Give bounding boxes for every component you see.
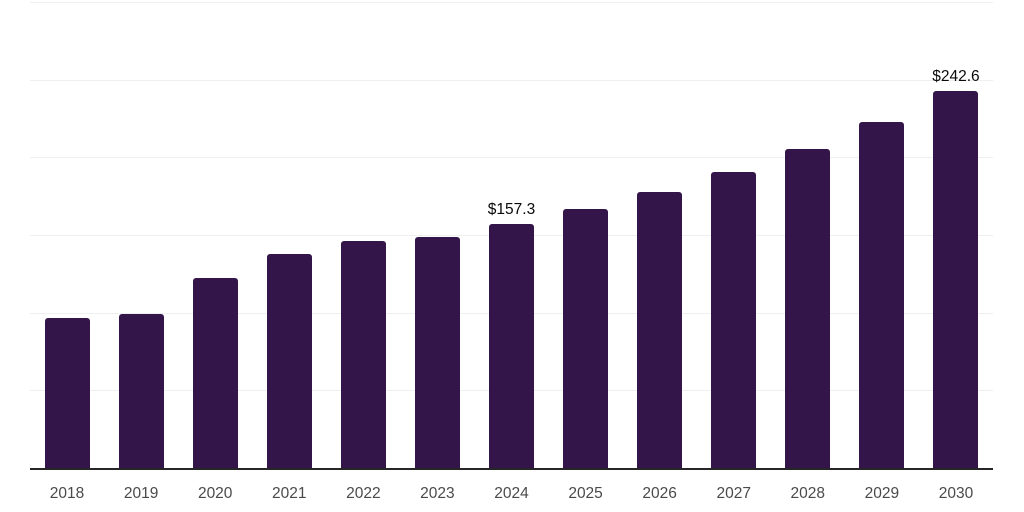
bar-2022 <box>340 240 386 468</box>
bar-2030 <box>933 91 979 468</box>
x-tick-2030: 2030 <box>938 485 974 502</box>
plot-area: $157.3 $242.6 <box>30 2 993 470</box>
x-tick-2021: 2021 <box>272 485 307 502</box>
x-tick-2020: 2020 <box>197 485 233 502</box>
value-label-2030: $242.6 <box>932 68 980 86</box>
bar-2026 <box>637 191 683 468</box>
bar-2023 <box>414 236 460 468</box>
x-tick-2026: 2026 <box>642 485 677 502</box>
bar-2027 <box>711 171 757 468</box>
x-tick-2029: 2029 <box>864 485 900 502</box>
x-tick-2027: 2027 <box>716 485 751 502</box>
bar-2028 <box>785 148 831 468</box>
gridline-200 <box>30 157 993 159</box>
x-tick-2025: 2025 <box>568 485 603 502</box>
bar-2020 <box>192 278 238 468</box>
x-tick-2024: 2024 <box>494 485 529 502</box>
x-axis-labels: 2018 2019 2020 2021 2022 2023 2024 2025 2026 2027… <box>30 485 993 507</box>
x-tick-2023: 2023 <box>420 485 455 502</box>
gridline-300 <box>30 2 993 3</box>
x-tick-2019: 2019 <box>123 485 159 502</box>
bar-2018 <box>44 318 90 468</box>
bar-2019 <box>118 314 164 468</box>
bar-2025 <box>563 208 609 468</box>
x-tick-2028: 2028 <box>790 485 826 502</box>
bar-2029 <box>859 122 905 468</box>
x-tick-2018: 2018 <box>49 485 85 502</box>
value-label-2024: $157.3 <box>487 200 536 218</box>
bar-2024 <box>489 223 534 468</box>
gridline-250 <box>30 79 993 81</box>
bar-2021 <box>266 253 312 468</box>
x-tick-2022: 2022 <box>346 485 381 502</box>
